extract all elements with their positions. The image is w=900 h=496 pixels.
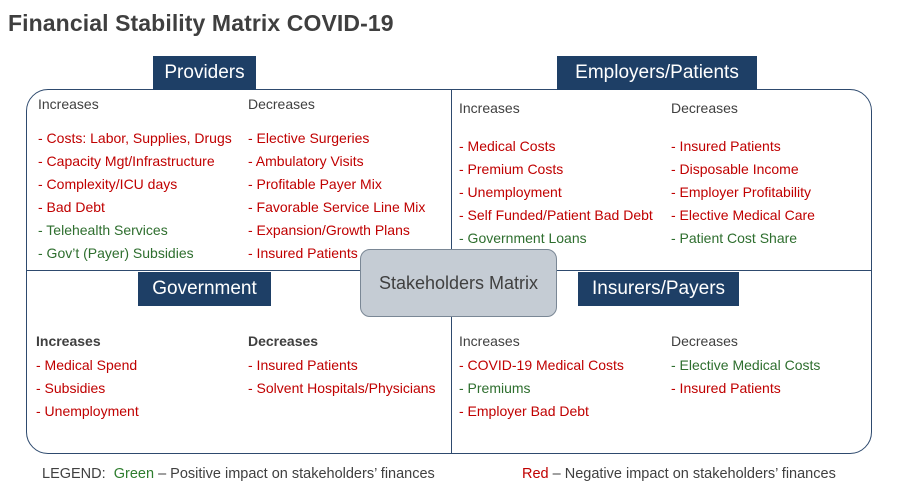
list-item: - Elective Surgeries <box>248 130 370 146</box>
government-increases-column: Increases - Medical Spend - Subsidies - Un… <box>36 332 139 423</box>
government-decreases-column: Decreases - Insured Patients - Solvent Ho… <box>248 332 436 400</box>
list-item: - Unemployment <box>459 184 562 200</box>
list-item: - Unemployment <box>36 403 139 419</box>
list-item: - Employer Profitability <box>671 184 812 200</box>
list-item: - Complexity/ICU days <box>38 176 178 192</box>
column-heading: Decreases <box>248 333 319 349</box>
column-heading: Decreases <box>671 333 738 349</box>
list-item: - Favorable Service Line Mix <box>248 199 426 215</box>
list-item: - Subsidies <box>36 380 106 396</box>
legend-negative: Red – Negative impact on stakeholders’ f… <box>522 466 836 482</box>
list-item: - Telehealth Services <box>38 222 168 238</box>
insurers-decreases-column: Decreases - Elective Medical Costs - Insu… <box>671 332 820 400</box>
providers-header: Providers <box>153 56 256 90</box>
matrix-frame <box>26 89 872 454</box>
list-item: - Premiums <box>459 380 531 396</box>
legend-red-word: Red <box>522 466 549 482</box>
list-item: - Disposable Income <box>671 161 799 177</box>
list-item: - Medical Spend <box>36 357 138 373</box>
list-item: - Bad Debt <box>38 199 105 215</box>
list-item: - Profitable Payer Mix <box>248 176 382 192</box>
providers-decreases-column: Decreases - Elective Surgeries - Ambulato… <box>248 95 425 265</box>
insurers-payers-header: Insurers/Payers <box>578 272 739 306</box>
employers-increases-column: Increases - Medical Costs - Premium Costs… <box>459 99 653 250</box>
government-header: Government <box>138 272 271 306</box>
list-item: - Government Loans <box>459 230 587 246</box>
list-item: - Costs: Labor, Supplies, Drugs <box>38 130 232 146</box>
list-item: - Employer Bad Debt <box>459 403 589 419</box>
list-item: - Insured Patients <box>248 357 358 373</box>
list-item: - Insured Patients <box>671 138 781 154</box>
employers-patients-header: Employers/Patients <box>557 56 757 90</box>
list-item: - Ambulatory Visits <box>248 153 364 169</box>
list-item: - Capacity Mgt/Infrastructure <box>38 153 215 169</box>
stakeholders-matrix-label: Stakeholders Matrix <box>360 249 557 317</box>
list-item: - Gov’t (Payer) Subsidies <box>38 245 194 261</box>
legend-green-desc: – Positive impact on stakeholders’ finan… <box>154 466 435 482</box>
column-heading: Increases <box>36 333 101 349</box>
page-title: Financial Stability Matrix COVID-19 <box>8 10 394 36</box>
column-heading: Increases <box>459 333 520 349</box>
legend-green-word: Green <box>113 466 155 482</box>
providers-increases-column: Increases - Costs: Labor, Supplies, Drug… <box>38 95 232 265</box>
legend-prefix: LEGEND: <box>42 466 106 482</box>
column-heading: Increases <box>38 96 99 112</box>
legend-positive: LEGEND: Green – Positive impact on stake… <box>42 466 435 482</box>
list-item: - Elective Medical Care <box>671 207 815 223</box>
list-item: - Insured Patients <box>248 245 358 261</box>
list-item: - Premium Costs <box>459 161 564 177</box>
list-item: - Insured Patients <box>671 380 781 396</box>
legend-red-desc: – Negative impact on stakeholders’ finan… <box>548 466 836 482</box>
insurers-increases-column: Increases - COVID-19 Medical Costs - Prem… <box>459 332 624 423</box>
list-item: - Patient Cost Share <box>671 230 798 246</box>
column-heading: Increases <box>459 100 520 116</box>
list-item: - Solvent Hospitals/Physicians <box>248 380 436 396</box>
list-item: - Medical Costs <box>459 138 556 154</box>
column-heading: Decreases <box>671 100 738 116</box>
employers-decreases-column: Decreases - Insured Patients - Disposable… <box>671 99 815 250</box>
column-heading: Decreases <box>248 96 315 112</box>
list-item: - Elective Medical Costs <box>671 357 821 373</box>
list-item: - COVID-19 Medical Costs <box>459 357 624 373</box>
list-item: - Expansion/Growth Plans <box>248 222 410 238</box>
list-item: - Self Funded/Patient Bad Debt <box>459 207 653 223</box>
